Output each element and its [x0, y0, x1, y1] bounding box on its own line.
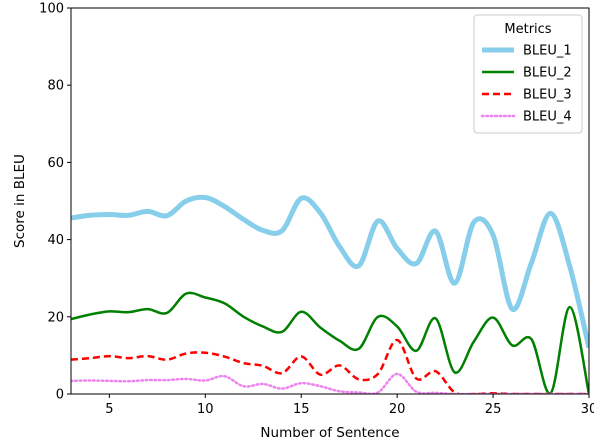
y-tick-label: 0 — [56, 388, 64, 403]
y-axis-label: Score in BLEU — [12, 154, 28, 248]
series-lines-layer — [71, 194, 589, 394]
legend-label-bleu-2: BLEU_2 — [523, 66, 572, 81]
plot-frame — [70, 7, 590, 395]
y-tick-label: 40 — [47, 233, 64, 248]
legend-label-bleu-3: BLEU_3 — [523, 88, 572, 103]
x-axis-label: Number of Sentence — [260, 425, 399, 441]
x-tick-label: 5 — [105, 402, 113, 417]
x-tick-label: 15 — [293, 402, 310, 417]
series-line-bleu-1 — [71, 194, 589, 349]
legend-title: Metrics — [504, 22, 551, 37]
legend: Metrics BLEU_1 BLEU_2 BLEU_3 BLEU_4 — [473, 14, 583, 134]
y-tick-label: 80 — [47, 79, 64, 94]
legend-label-bleu-1: BLEU_1 — [523, 44, 572, 59]
ticks-layer: 5 10 15 20 25 30 0 20 40 60 80 100 — [39, 2, 594, 418]
x-tick-label: 25 — [485, 402, 502, 417]
legend-box — [473, 14, 583, 134]
x-tick-label: 10 — [197, 402, 214, 417]
x-tick-label: 20 — [389, 402, 406, 417]
y-tick-label: 60 — [47, 156, 64, 171]
y-tick-label: 100 — [39, 2, 64, 17]
series-line-bleu-4 — [71, 372, 589, 394]
legend-label-bleu-4: BLEU_4 — [523, 110, 572, 125]
series-line-bleu-2 — [71, 291, 589, 394]
series-line-bleu-3 — [71, 338, 589, 394]
y-tick-label: 20 — [47, 310, 64, 325]
x-tick-label: 30 — [581, 402, 594, 417]
